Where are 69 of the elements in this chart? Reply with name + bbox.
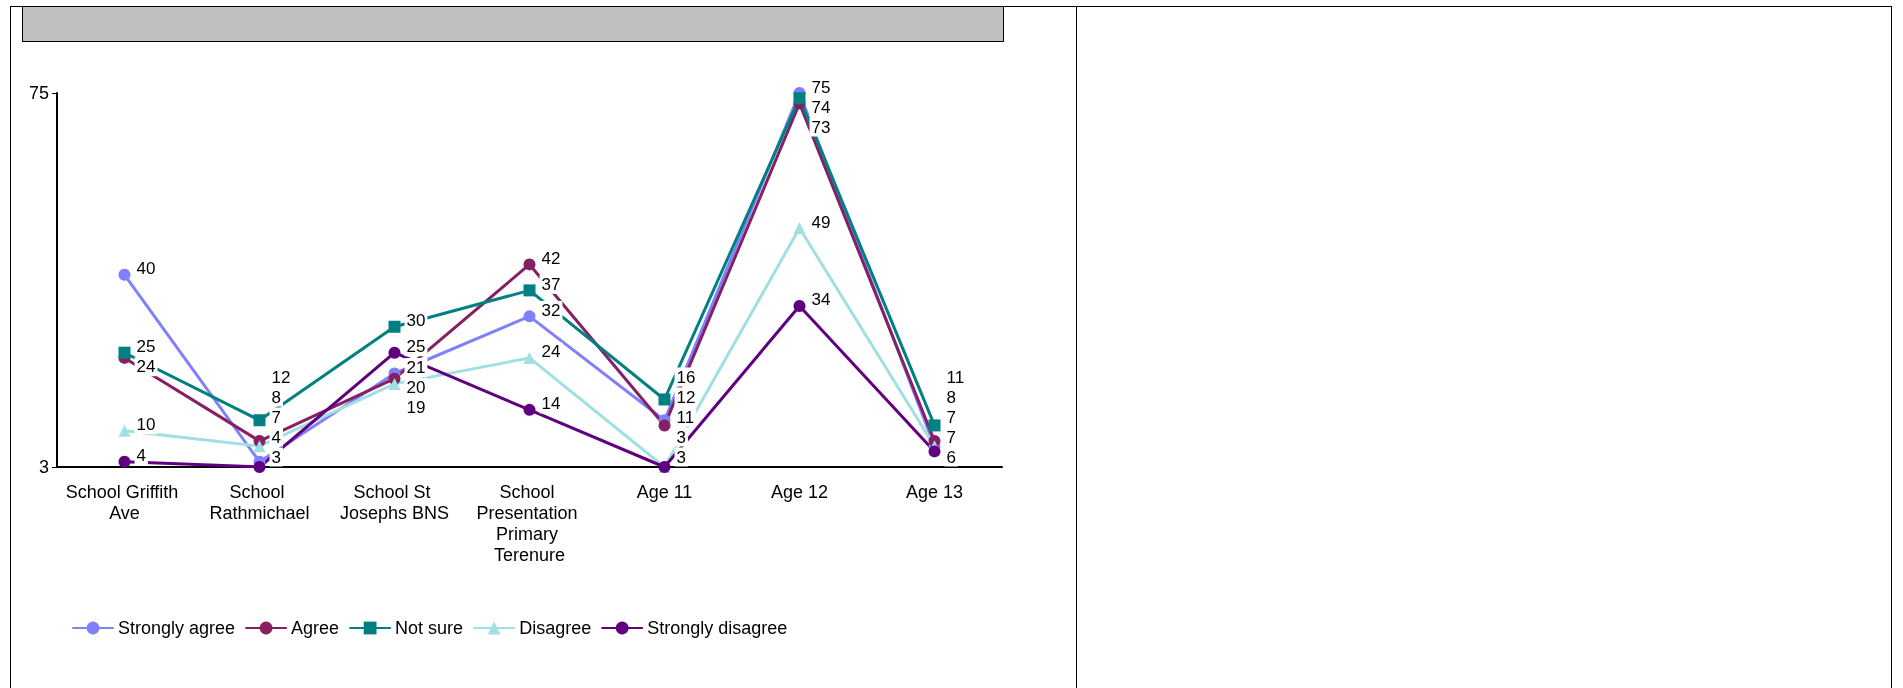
data-label: 7 — [946, 407, 956, 427]
legend-label: Agree — [291, 618, 340, 638]
point — [118, 268, 131, 281]
data-label: 37 — [541, 274, 561, 294]
x-tick-label: School Griffith Ave — [65, 481, 184, 523]
point — [118, 455, 131, 468]
data-label: 4 — [271, 427, 281, 447]
point — [523, 310, 536, 323]
point — [388, 377, 401, 390]
point — [523, 258, 536, 271]
data-label: 25 — [136, 337, 156, 357]
data-label: 14 — [541, 394, 561, 414]
point — [928, 419, 941, 432]
data-label: 34 — [811, 290, 831, 310]
data-label: 42 — [541, 248, 561, 268]
point — [253, 461, 266, 473]
data-label: 7 — [946, 427, 956, 447]
legend-label: Not sure — [395, 618, 464, 638]
data-label: 3 — [676, 427, 686, 447]
x-tick-label: School St Josephs BNS — [339, 481, 450, 523]
x-tick-label: Age 13 — [905, 481, 964, 502]
legend-label: Disagree — [519, 618, 592, 638]
data-label: 19 — [406, 398, 426, 417]
data-label: 40 — [136, 259, 156, 279]
point — [793, 222, 806, 235]
point — [253, 440, 266, 453]
data-label: 8 — [271, 387, 281, 407]
data-label: 20 — [406, 378, 426, 397]
data-label: 75 — [811, 77, 831, 97]
data-label: 6 — [946, 447, 956, 467]
data-label: 16 — [676, 367, 696, 387]
data-label: 12 — [676, 387, 696, 407]
point — [118, 346, 131, 359]
point — [523, 351, 536, 364]
legend-label: Strongly agree — [118, 618, 236, 638]
x-tick-label: Age 12 — [770, 481, 829, 502]
data-label: 24 — [136, 357, 156, 377]
data-label: 24 — [541, 342, 561, 362]
point — [523, 284, 536, 297]
data-label: 74 — [811, 97, 831, 117]
point — [658, 393, 671, 406]
data-label: 21 — [406, 358, 426, 377]
x-tick-label: Age 11 — [636, 481, 693, 502]
data-label: 8 — [946, 387, 956, 407]
data-label: 12 — [271, 367, 291, 387]
point — [928, 445, 941, 458]
point — [253, 414, 266, 427]
point — [793, 92, 806, 105]
legend-label: Strongly disagree — [647, 618, 788, 638]
data-label: 49 — [811, 212, 831, 232]
point — [388, 320, 401, 333]
point — [388, 346, 401, 359]
point — [118, 424, 131, 437]
data-label: 3 — [676, 447, 686, 467]
data-label: 3 — [271, 447, 281, 467]
data-label: 30 — [406, 311, 426, 331]
data-label: 10 — [136, 415, 156, 435]
point — [793, 299, 806, 312]
point — [658, 419, 671, 432]
data-label: 73 — [811, 117, 831, 137]
point — [523, 403, 536, 416]
x-tick-label: School Rathmichael — [209, 481, 310, 523]
data-label: 4 — [136, 446, 146, 466]
data-label: 25 — [406, 337, 426, 357]
data-label: 32 — [541, 300, 561, 320]
data-label: 7 — [271, 407, 281, 427]
data-label: 11 — [676, 407, 695, 427]
data-label: 11 — [946, 367, 965, 387]
x-tick-label: School Presentation Primary Terenure — [476, 481, 583, 565]
